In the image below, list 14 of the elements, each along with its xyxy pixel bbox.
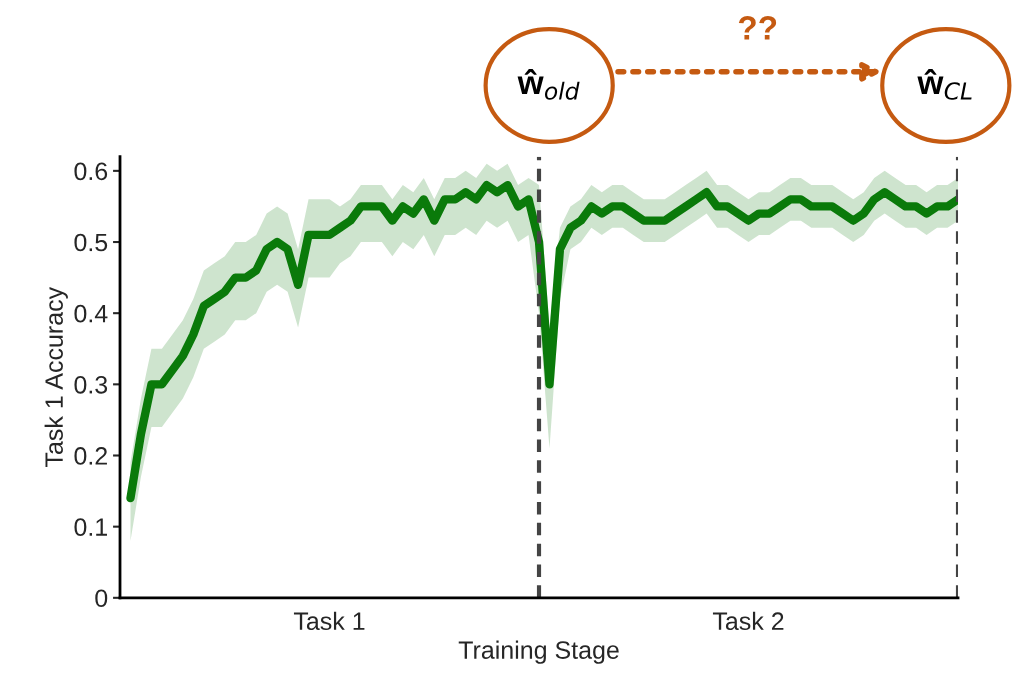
y-tick-label: 0.6 [74, 162, 108, 181]
y-tick-label: 0 [95, 589, 108, 608]
x-tick-label: Task 2 [712, 611, 784, 631]
text: ŵ$_{old}$ [517, 69, 580, 100]
y-tick-label: 0.4 [74, 304, 108, 323]
y-tick-label: 0.3 [74, 375, 108, 394]
text: ŵ$_{CL}$ [917, 69, 972, 100]
y-axis-title: Task 1 Accuracy [44, 286, 68, 467]
x-tick-label: Task 1 [293, 611, 365, 631]
x-axis-title: Training Stage [458, 640, 619, 664]
y-tick-label: 0.2 [74, 447, 107, 465]
y-tick-label: 0.1 [74, 518, 107, 536]
text: ?? [738, 16, 777, 40]
y-tick-label: 0.5 [74, 233, 108, 252]
